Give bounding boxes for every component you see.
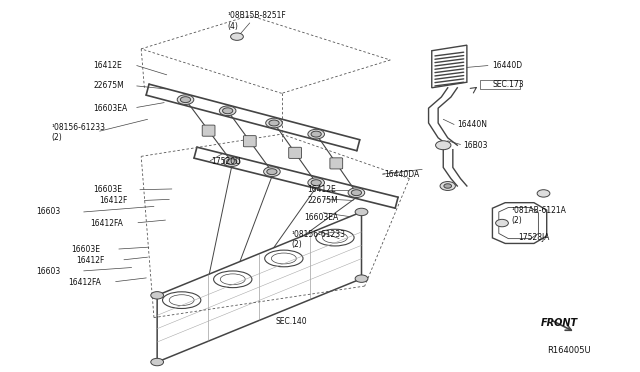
Text: 16412FA: 16412FA [68,278,100,287]
Text: 16603EA: 16603EA [93,104,127,113]
FancyBboxPatch shape [202,125,215,136]
Text: 22675M: 22675M [93,81,124,90]
Circle shape [440,182,456,190]
Text: 16603EA: 16603EA [304,213,339,222]
Circle shape [264,167,280,176]
Text: 16440DA: 16440DA [384,170,419,179]
Circle shape [351,190,362,196]
Circle shape [495,219,508,227]
Text: ¹08156-61233
(2): ¹08156-61233 (2) [52,122,106,142]
Text: 22675M: 22675M [307,196,338,205]
Circle shape [269,120,279,126]
Circle shape [151,358,164,366]
Circle shape [308,129,324,139]
Text: 16603: 16603 [36,208,60,217]
Circle shape [308,178,324,187]
Text: R164005U: R164005U [547,346,590,355]
Text: 17528JA: 17528JA [518,233,549,243]
Text: 16B03: 16B03 [464,141,488,150]
Circle shape [227,159,237,165]
FancyBboxPatch shape [330,158,342,169]
Circle shape [177,95,194,105]
Text: 16412F: 16412F [76,256,104,264]
Circle shape [220,106,236,116]
Circle shape [311,131,321,137]
Text: 16440N: 16440N [458,121,487,129]
Text: 16412E: 16412E [307,185,336,194]
Text: 16412F: 16412F [100,196,128,205]
Text: ¹08156-61233
(2): ¹08156-61233 (2) [291,230,345,250]
Circle shape [267,169,277,174]
Circle shape [223,157,240,166]
Circle shape [355,208,368,216]
Text: ¹08B15B-8251F
(4): ¹08B15B-8251F (4) [227,12,286,31]
Text: FRONT: FRONT [540,318,577,328]
Circle shape [151,292,164,299]
Circle shape [537,190,550,197]
Circle shape [230,33,243,40]
Circle shape [311,180,321,186]
Circle shape [436,141,451,150]
FancyBboxPatch shape [243,136,256,147]
Circle shape [444,184,452,188]
Text: 16412FA: 16412FA [90,219,123,228]
Circle shape [348,188,365,198]
Text: 16440D: 16440D [492,61,522,70]
Text: SEC.173: SEC.173 [492,80,524,89]
Text: 16603E: 16603E [93,185,122,194]
Circle shape [223,108,233,114]
Text: ¹081AB-6121A
(2): ¹081AB-6121A (2) [511,206,566,225]
Text: 16412E: 16412E [93,61,122,70]
Circle shape [180,97,191,103]
Circle shape [266,118,282,128]
Circle shape [355,275,368,282]
Text: 16603: 16603 [36,267,60,276]
Text: 16603E: 16603E [71,244,100,253]
Text: SEC.140: SEC.140 [275,317,307,326]
FancyBboxPatch shape [289,147,301,158]
Text: 17520U: 17520U [211,157,241,166]
